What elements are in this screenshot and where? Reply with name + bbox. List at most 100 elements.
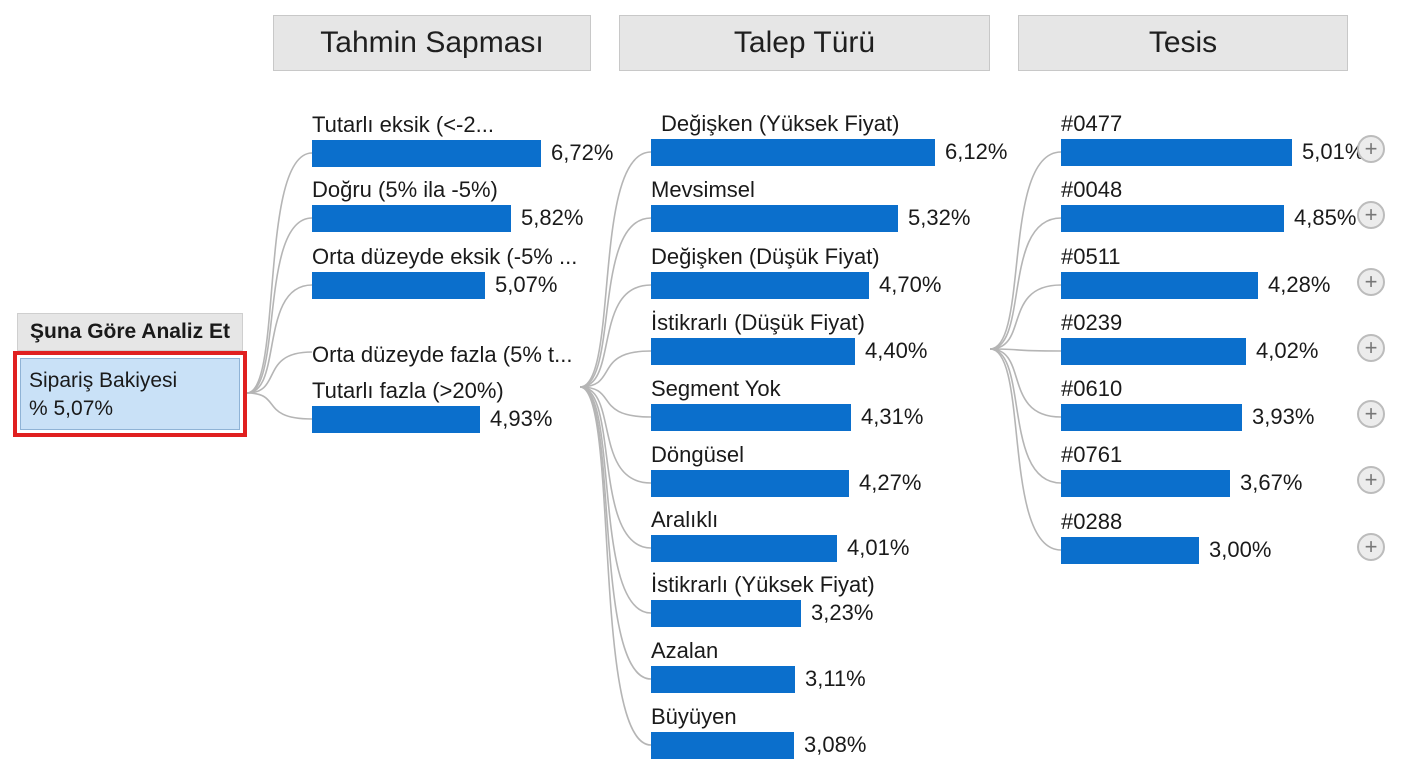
tree-node-label: Değişken (Yüksek Fiyat): [661, 111, 900, 136]
tree-node-value: 3,67%: [1240, 470, 1303, 495]
connector-line: [579, 217, 652, 388]
connector-line: [579, 386, 652, 549]
expand-node-button[interactable]: +: [1357, 533, 1385, 561]
connector-line: [246, 284, 313, 394]
tree-node-label: Orta düzeyde eksik (-5% ...: [312, 244, 578, 269]
tree-node-value: 3,23%: [811, 600, 874, 625]
tree-node-label: İstikrarlı (Yüksek Fiyat): [651, 572, 875, 597]
tree-node-value: 4,40%: [865, 338, 928, 363]
tree-node-bar[interactable]: [651, 535, 837, 562]
tree-node-value: 4,02%: [1256, 338, 1319, 363]
tree-node-bar[interactable]: [1061, 338, 1246, 365]
tree-node-label: Orta düzeyde fazla (5% t...: [312, 342, 573, 367]
connector-line: [989, 151, 1062, 350]
tree-node-value: 6,72%: [551, 140, 614, 165]
tree-node-label: Segment Yok: [651, 376, 781, 401]
tree-node-label: #0048: [1061, 177, 1123, 202]
connector-line: [989, 348, 1062, 484]
tree-node-bar[interactable]: [651, 338, 855, 365]
expand-node-button[interactable]: +: [1357, 135, 1385, 163]
root-metric-value: % 5,07%: [29, 397, 114, 420]
tree-node-value: 4,01%: [847, 535, 910, 560]
connector-line: [246, 152, 313, 394]
tree-node-value: 5,82%: [521, 205, 584, 230]
tree-node-value: 4,28%: [1268, 272, 1331, 297]
root-node-card[interactable]: Sipariş Bakiyesi % 5,07%: [13, 351, 247, 437]
tree-node-bar[interactable]: [1061, 537, 1199, 564]
expand-node-button[interactable]: +: [1357, 334, 1385, 362]
tree-node-label: #0288: [1061, 509, 1123, 534]
root-metric-label: Sipariş Bakiyesi: [29, 369, 178, 392]
tree-node-label: Değişken (Düşük Fiyat): [651, 244, 880, 269]
tree-node-label: #0610: [1061, 376, 1123, 401]
tree-node-label: #0761: [1061, 442, 1123, 467]
tree-node-bar[interactable]: [651, 139, 935, 166]
tree-node-value: 3,00%: [1209, 537, 1272, 562]
tree-node-value: 3,11%: [805, 666, 866, 691]
tree-node-label: #0239: [1061, 310, 1123, 335]
connector-line: [579, 151, 652, 388]
tree-node-label: Döngüsel: [651, 442, 744, 467]
tree-node-bar[interactable]: [651, 732, 794, 759]
tree-node-bar[interactable]: [651, 600, 801, 627]
column-header-tahmin-sapmasi[interactable]: Tahmin Sapması: [273, 15, 591, 71]
tree-node-bar[interactable]: [312, 205, 511, 232]
tree-node-bar[interactable]: [651, 470, 849, 497]
analyze-by-header: Şuna Göre Analiz Et: [17, 313, 243, 351]
tree-node-value: 3,08%: [804, 732, 867, 757]
connector-line: [579, 284, 652, 388]
tree-node-label: İstikrarlı (Düşük Fiyat): [651, 310, 865, 335]
tree-node-label: Tutarlı eksik (<-2...: [312, 112, 494, 137]
tree-node-bar[interactable]: [312, 406, 480, 433]
tree-node-label: Doğru (5% ila -5%): [312, 177, 498, 202]
tree-node-bar[interactable]: [1061, 404, 1242, 431]
connector-line: [246, 217, 313, 394]
tree-node-value: 6,12%: [945, 139, 1008, 164]
tree-node-label: Mevsimsel: [651, 177, 755, 202]
expand-node-button[interactable]: +: [1357, 400, 1385, 428]
connector-line: [579, 386, 652, 418]
tree-node-label: Tutarlı fazla (>20%): [312, 378, 504, 403]
expand-node-button[interactable]: +: [1357, 268, 1385, 296]
tree-node-value: 4,93%: [490, 406, 553, 431]
tree-node-value: 5,32%: [908, 205, 971, 230]
connector-line: [246, 351, 313, 394]
tree-node-value: 4,85%: [1294, 205, 1357, 230]
tree-node-label: #0511: [1061, 244, 1121, 269]
tree-node-value: 4,70%: [879, 272, 942, 297]
tree-node-label: Aralıklı: [651, 507, 719, 532]
expand-node-button[interactable]: +: [1357, 201, 1385, 229]
tree-node-bar[interactable]: [651, 404, 851, 431]
tree-node-value: 3,93%: [1252, 404, 1315, 429]
connector-line: [989, 217, 1062, 350]
connector-line: [246, 392, 313, 420]
tree-node-bar[interactable]: [651, 205, 898, 232]
connector-line: [989, 284, 1062, 350]
tree-node-bar[interactable]: [1061, 272, 1258, 299]
root-node-content: Sipariş Bakiyesi % 5,07%: [20, 358, 240, 430]
expand-node-button[interactable]: +: [1357, 466, 1385, 494]
tree-node-bar[interactable]: [1061, 205, 1284, 232]
connector-line: [579, 386, 652, 680]
connector-line: [579, 386, 652, 746]
column-header-talep-turu[interactable]: Talep Türü: [619, 15, 990, 71]
connector-line: [579, 386, 652, 484]
column-header-tesis[interactable]: Tesis: [1018, 15, 1348, 71]
tree-node-value: 4,31%: [861, 404, 924, 429]
tree-node-label: #0477: [1061, 111, 1123, 136]
tree-node-label: Büyüyen: [651, 704, 737, 729]
connector-line: [989, 348, 1062, 551]
tree-node-bar[interactable]: [1061, 139, 1292, 166]
tree-node-bar[interactable]: [312, 140, 541, 167]
tree-node-bar[interactable]: [312, 272, 485, 299]
tree-node-value: 5,01%: [1302, 139, 1365, 164]
connector-line: [989, 348, 1062, 352]
tree-node-label: Azalan: [651, 638, 719, 663]
connector-line: [579, 386, 652, 614]
tree-node-value: 5,07%: [495, 272, 558, 297]
tree-node-bar[interactable]: [1061, 470, 1230, 497]
connector-line: [989, 348, 1062, 418]
tree-node-bar[interactable]: [651, 272, 869, 299]
tree-node-bar[interactable]: [651, 666, 795, 693]
connector-line: [579, 350, 652, 388]
